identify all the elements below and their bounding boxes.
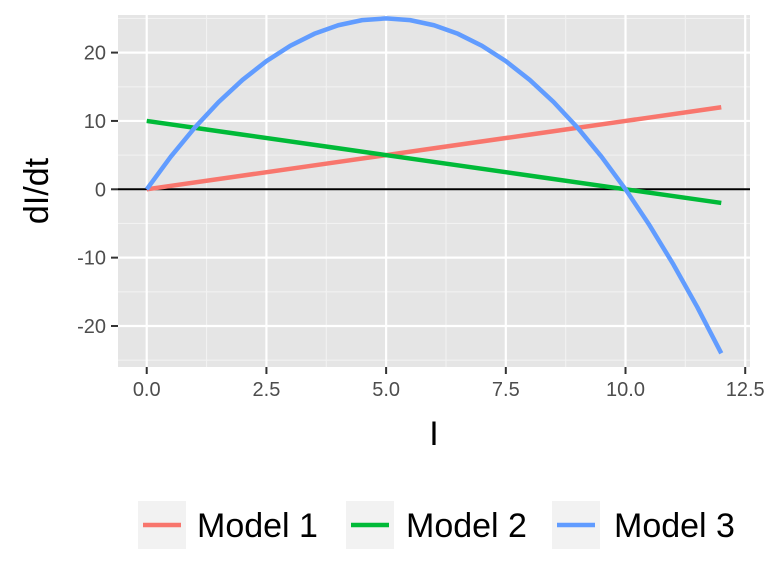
panel-background	[118, 15, 750, 367]
x-tick-label: 0.0	[133, 379, 161, 401]
series-lines	[144, 16, 724, 355]
legend-label-model-3: Model 3	[614, 507, 735, 545]
grid	[118, 15, 750, 367]
legend: Model 1 Model 2 Model 3	[138, 501, 735, 549]
y-tick-label: -20	[77, 316, 106, 338]
y-tick-label: 20	[84, 43, 106, 65]
y-tick-label: 0	[95, 179, 106, 201]
x-tick-label: 10.0	[606, 379, 645, 401]
x-tick-label: 12.5	[726, 379, 765, 401]
x-axis: 0.0 2.5 5.0 7.5 10.0 12.5	[133, 367, 765, 401]
series-line-model-3	[144, 16, 724, 355]
y-tick-label: 10	[84, 111, 106, 133]
x-axis-title: I	[429, 415, 438, 453]
legend-label-model-1: Model 1	[197, 507, 318, 545]
series-line-model-1	[146, 105, 722, 192]
x-tick-label: 5.0	[372, 379, 400, 401]
legend-label-model-2: Model 2	[406, 507, 527, 545]
y-axis-title: dI/dt	[18, 157, 56, 224]
x-tick-label: 2.5	[253, 379, 281, 401]
x-tick-label: 7.5	[492, 379, 520, 401]
y-axis: -20 -10 0 10 20	[77, 43, 118, 338]
y-tick-label: -10	[77, 248, 106, 270]
